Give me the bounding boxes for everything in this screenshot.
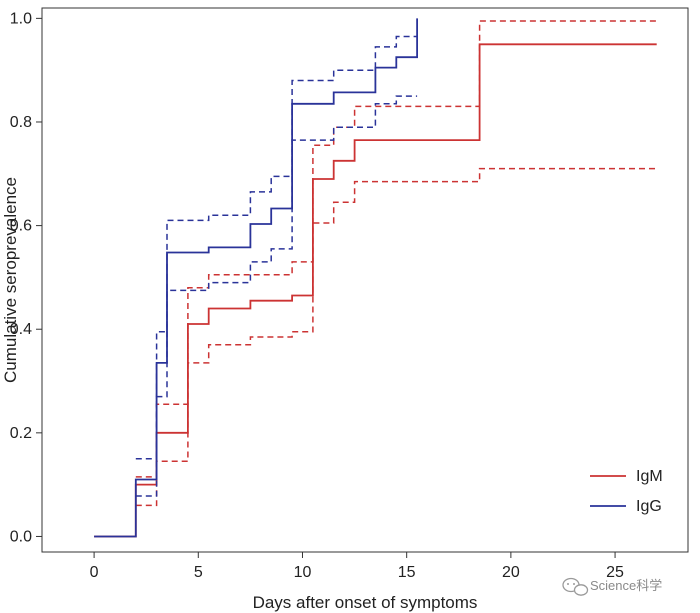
x-tick-label: 20: [502, 564, 520, 581]
y-tick-label: 0.2: [10, 425, 32, 442]
y-tick-label: 0.0: [10, 528, 32, 545]
plot-frame: [41, 7, 689, 553]
series-igm-lower: [135, 167, 657, 507]
watermark-text: Science科学: [590, 578, 662, 593]
x-tick-label: 10: [294, 564, 312, 581]
watermark: Science科学: [562, 577, 662, 596]
y-tick-label: 0.8: [10, 114, 32, 131]
x-tick-label: 25: [606, 564, 624, 581]
x-axis: 0 5 10 15 20 25: [90, 552, 624, 581]
y-tick-label: 0.6: [10, 218, 32, 235]
x-tick-label: 15: [398, 564, 416, 581]
series-layer: [94, 18, 657, 538]
y-tick-label: 1.0: [10, 10, 32, 27]
x-tick-label: 5: [194, 564, 203, 581]
y-axis: 0.0 0.2 0.4 0.6 0.8 1.0: [10, 10, 42, 545]
wechat-icon: [562, 577, 589, 596]
x-tick-label: 0: [90, 564, 99, 581]
series-igm-upper: [135, 20, 657, 478]
y-tick-label: 0.4: [10, 321, 32, 338]
legend-label-igg: IgG: [636, 498, 662, 515]
legend-label-igm: IgM: [636, 468, 663, 485]
y-axis-title: Cumulative seroprevalence: [1, 177, 20, 383]
legend: IgM IgG: [590, 468, 663, 515]
x-axis-title: Days after onset of symptoms: [253, 593, 478, 612]
